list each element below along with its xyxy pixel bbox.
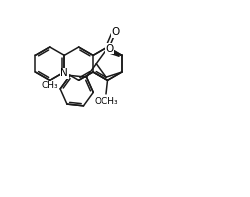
Text: OCH₃: OCH₃ (94, 97, 117, 106)
Text: CH₃: CH₃ (42, 81, 58, 90)
Text: N: N (60, 68, 68, 78)
Text: O: O (111, 27, 119, 37)
Text: O: O (105, 44, 114, 54)
